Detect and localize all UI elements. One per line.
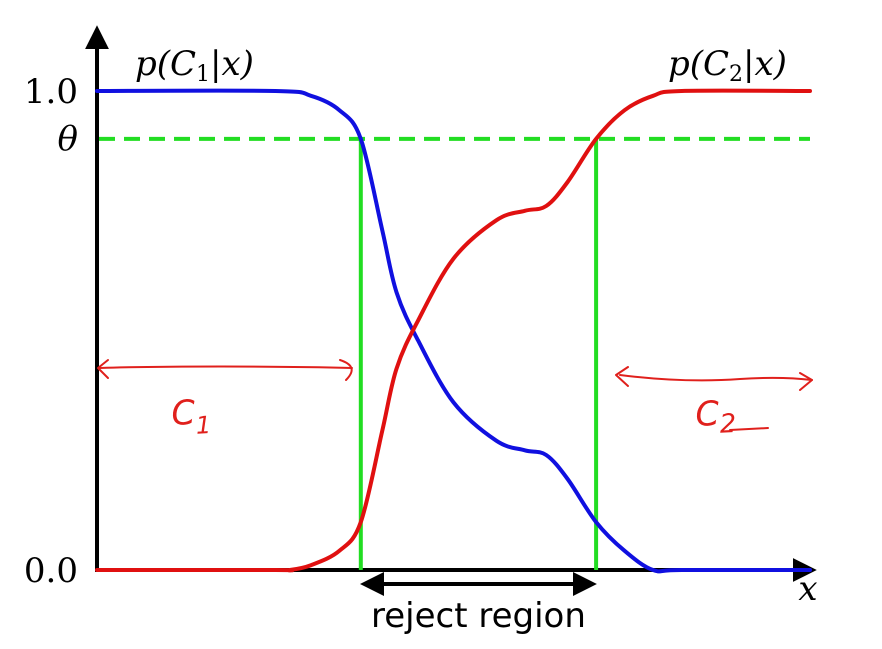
y-tick-label-1: 1.0 (24, 72, 78, 112)
y-tick-label-0: 0.0 (24, 551, 78, 591)
handwritten-c2-label: C2 (694, 393, 737, 441)
y-tick-label-theta: θ (58, 119, 78, 159)
handwritten-c2-underline (729, 427, 769, 431)
reject-region-label: reject region (371, 596, 586, 636)
x-axis-label: x (798, 569, 817, 609)
handwritten-c1-label: C1 (170, 392, 211, 441)
series-label-p-c2: p(C2|x) (668, 44, 787, 87)
series-line-p-c2 (95, 88, 812, 573)
series-line-p-c1 (95, 88, 812, 574)
handwritten-c2-arrow (615, 366, 813, 391)
handwritten-c1-arrow (97, 359, 353, 381)
series-label-p-c1: p(C1|x) (135, 44, 254, 87)
